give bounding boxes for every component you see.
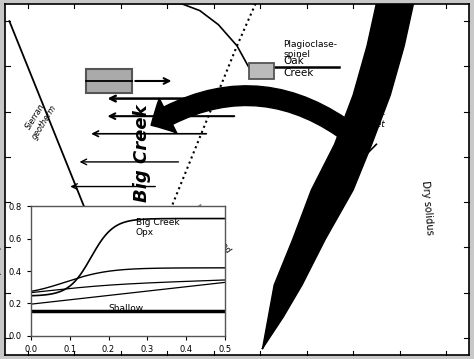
Text: Shallow: Shallow — [109, 304, 144, 313]
Text: Plagioclase-
spinel: Plagioclase- spinel — [283, 39, 337, 59]
Text: Big Creek: Big Creek — [133, 104, 151, 202]
Text: Dry solidus: Dry solidus — [420, 180, 435, 235]
Text: H₂O-saturated
solidus: H₂O-saturated solidus — [183, 203, 232, 261]
Bar — [248, 64, 274, 79]
Text: Big Creek
Opx: Big Creek Opx — [136, 218, 179, 237]
Text: Sierran
geotherm: Sierran geotherm — [21, 98, 58, 141]
Polygon shape — [263, 4, 413, 348]
Text: Oak
Creek: Oak Creek — [283, 56, 314, 78]
FancyArrowPatch shape — [151, 86, 359, 143]
Text: Spinel-
garnet: Spinel- garnet — [356, 110, 386, 129]
Bar — [86, 69, 132, 93]
Y-axis label: CaO (wt %): CaO (wt %) — [0, 246, 3, 297]
